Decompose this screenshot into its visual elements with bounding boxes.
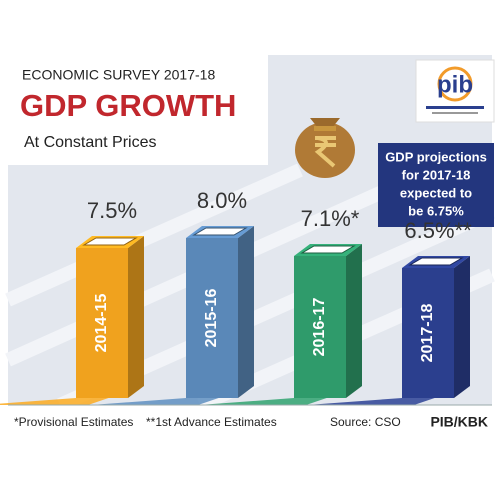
callout: GDP projections for 2017-18 expected to be …	[385, 149, 487, 218]
footnote: *Provisional Estimates	[14, 415, 133, 429]
value-label: 7.5%	[87, 198, 137, 223]
value-label: 8.0%	[197, 188, 247, 213]
footnote: **1st Advance Estimates	[146, 415, 277, 429]
category-label: 2017-18	[419, 304, 436, 363]
category-label: 2015-16	[203, 289, 220, 348]
bar	[402, 268, 454, 398]
bar-side	[346, 244, 362, 398]
bar	[186, 238, 238, 398]
bar-top-opening	[300, 245, 356, 254]
footer	[8, 405, 492, 437]
chart-title: GDP GROWTH	[20, 88, 236, 123]
bar-side	[238, 226, 254, 398]
bar-side	[454, 256, 470, 398]
category-label: 2014-15	[93, 294, 110, 353]
logo: pib	[415, 59, 495, 123]
subtitle: At Constant Prices	[24, 134, 157, 151]
bar-top-opening	[192, 227, 248, 236]
kicker: ECONOMIC SURVEY 2017-18	[22, 67, 215, 83]
credit: PIB/KBK	[430, 414, 488, 430]
value-label: 7.1%*	[301, 206, 360, 231]
bar-top-opening	[408, 257, 464, 266]
bar-side	[128, 236, 144, 398]
category-label: 2016-17	[311, 298, 328, 357]
callout-line: expected to	[400, 185, 472, 200]
logo-text: pib	[437, 71, 473, 98]
title-area	[8, 55, 268, 165]
callout-box	[378, 143, 494, 227]
source: Source: CSO	[330, 415, 401, 429]
value-label: 6.5%**	[404, 218, 472, 243]
money-bag-icon	[295, 118, 355, 178]
bar	[76, 248, 128, 398]
callout-line: for 2017-18	[402, 167, 471, 182]
callout-line: be 6.75%	[408, 203, 464, 218]
callout-line: GDP projections	[385, 149, 487, 164]
bar-top-opening	[82, 237, 138, 246]
bar	[294, 256, 346, 398]
bars: 2014-15 7.5% 2015-16 8.0% 2016-17 7.1%* 2017-1…	[0, 188, 472, 405]
